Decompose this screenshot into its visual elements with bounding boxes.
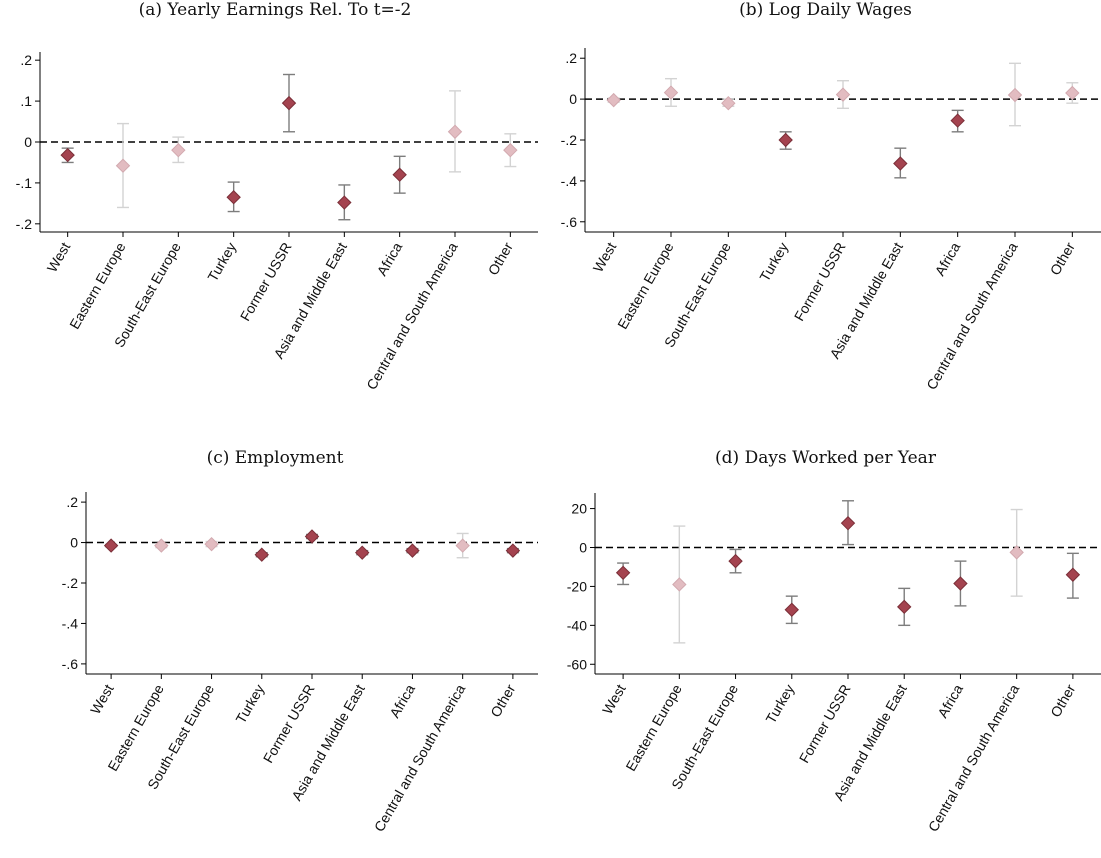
y-tick-label: .2 xyxy=(66,494,78,510)
data-point-marker xyxy=(897,599,912,615)
y-tick-label: -.6 xyxy=(62,656,79,672)
y-tick-label: .1 xyxy=(20,93,32,109)
x-tick-label: Turkey xyxy=(232,682,267,727)
x-tick-label: West xyxy=(87,681,117,716)
data-point-marker xyxy=(953,576,968,591)
data-point-marker xyxy=(615,565,631,581)
data-point-marker xyxy=(784,602,799,617)
x-tick-label: Former USSR xyxy=(260,682,318,766)
x-tick-label: West xyxy=(44,239,74,274)
x-tick-label: West xyxy=(599,681,629,716)
x-tick-label: Eastern Europe xyxy=(66,239,129,331)
data-point-marker xyxy=(893,156,908,171)
data-point-marker xyxy=(503,142,518,158)
x-tick-label: Former USSR xyxy=(791,240,849,324)
data-point-marker xyxy=(103,538,119,553)
data-point-marker xyxy=(355,545,370,560)
data-point-marker xyxy=(606,92,621,108)
data-point-marker xyxy=(226,190,241,205)
data-point-marker xyxy=(281,95,297,111)
x-tick-label: Africa xyxy=(934,681,966,720)
x-tick-label: Former USSR xyxy=(796,682,854,766)
y-tick-label: -.4 xyxy=(561,173,578,189)
y-tick-label: 0 xyxy=(24,134,32,150)
x-tick-label: Turkey xyxy=(756,240,791,285)
x-tick-label: Africa xyxy=(386,681,418,720)
x-tick-label: Turkey xyxy=(204,240,239,285)
data-point-marker xyxy=(1065,85,1080,101)
data-point-marker xyxy=(254,547,269,562)
data-point-marker xyxy=(304,529,320,544)
x-tick-label: Africa xyxy=(374,239,406,278)
chart-title: (a) Yearly Earnings Rel. To t=-2 xyxy=(138,0,412,20)
y-tick-label: -.6 xyxy=(561,214,578,230)
chart-panel-b: (b) Log Daily Wages -.6 -.4 -.2 0 .2 West East… xyxy=(550,0,1101,430)
y-tick-label: -40 xyxy=(567,617,587,633)
y-tick-label: 0 xyxy=(70,535,78,551)
y-tick-label: -.2 xyxy=(62,575,79,591)
data-point-marker xyxy=(505,543,521,558)
chart-title: (d) Days Worked per Year xyxy=(715,448,936,468)
chart-title: (c) Employment xyxy=(206,448,344,468)
y-tick-label: -60 xyxy=(567,656,587,672)
data-point-marker xyxy=(154,538,169,553)
chart-panel-a: (a) Yearly Earnings Rel. To t=-2 -.2 -.1 0… xyxy=(0,0,550,430)
x-tick-label: South-East Europe xyxy=(661,239,734,350)
y-tick-label: .2 xyxy=(565,50,577,66)
x-tick-label: Central and South America xyxy=(371,681,469,834)
y-tick-label: -.2 xyxy=(16,216,33,232)
x-tick-label: Turkey xyxy=(762,682,797,727)
x-tick-label: West xyxy=(590,239,620,274)
data-point-marker xyxy=(1009,545,1024,560)
y-tick-label: 20 xyxy=(571,501,587,517)
data-point-marker xyxy=(1065,567,1081,582)
data-point-marker xyxy=(115,158,131,173)
x-tick-label: Africa xyxy=(932,239,964,278)
data-point-marker xyxy=(663,85,679,100)
data-point-marker xyxy=(171,142,186,158)
chart-panel-c: (c) Employment -.6 -.4 -.2 0.2 West Eastern E… xyxy=(0,448,550,858)
data-point-marker xyxy=(392,167,407,182)
data-point-marker xyxy=(60,147,75,163)
y-tick-label: -.2 xyxy=(561,132,578,148)
data-point-marker xyxy=(405,543,420,558)
y-tick-label: 0 xyxy=(579,539,587,555)
data-point-marker xyxy=(778,132,793,148)
data-point-marker xyxy=(672,577,687,592)
x-tick-label: Other xyxy=(485,239,517,278)
data-point-marker xyxy=(835,87,851,102)
data-point-marker xyxy=(950,113,965,128)
data-point-marker xyxy=(455,538,470,553)
data-point-marker xyxy=(204,536,219,552)
x-tick-label: Other xyxy=(1047,681,1079,720)
data-point-marker xyxy=(840,515,856,531)
y-tick-label: -20 xyxy=(567,578,587,594)
x-tick-label: Other xyxy=(487,681,519,720)
data-point-marker xyxy=(447,124,463,139)
chart-title: (b) Log Daily Wages xyxy=(739,0,912,20)
y-tick-label: 0 xyxy=(569,91,577,107)
x-tick-label: Eastern Europe xyxy=(614,239,677,331)
data-point-marker xyxy=(721,95,736,111)
chart-panel-d: (d) Days Worked per Year -60 -40 -20 0 20 Wes… xyxy=(550,448,1101,858)
y-tick-label: -.4 xyxy=(62,615,79,631)
x-tick-label: Other xyxy=(1047,239,1079,278)
y-tick-label: .2 xyxy=(20,52,32,68)
data-point-marker xyxy=(337,195,352,210)
y-tick-label: -.1 xyxy=(16,175,33,191)
data-point-marker xyxy=(728,553,743,569)
x-tick-label: Eastern Europe xyxy=(622,681,685,773)
data-point-marker xyxy=(1007,87,1023,103)
x-tick-label: Former USSR xyxy=(237,240,295,324)
